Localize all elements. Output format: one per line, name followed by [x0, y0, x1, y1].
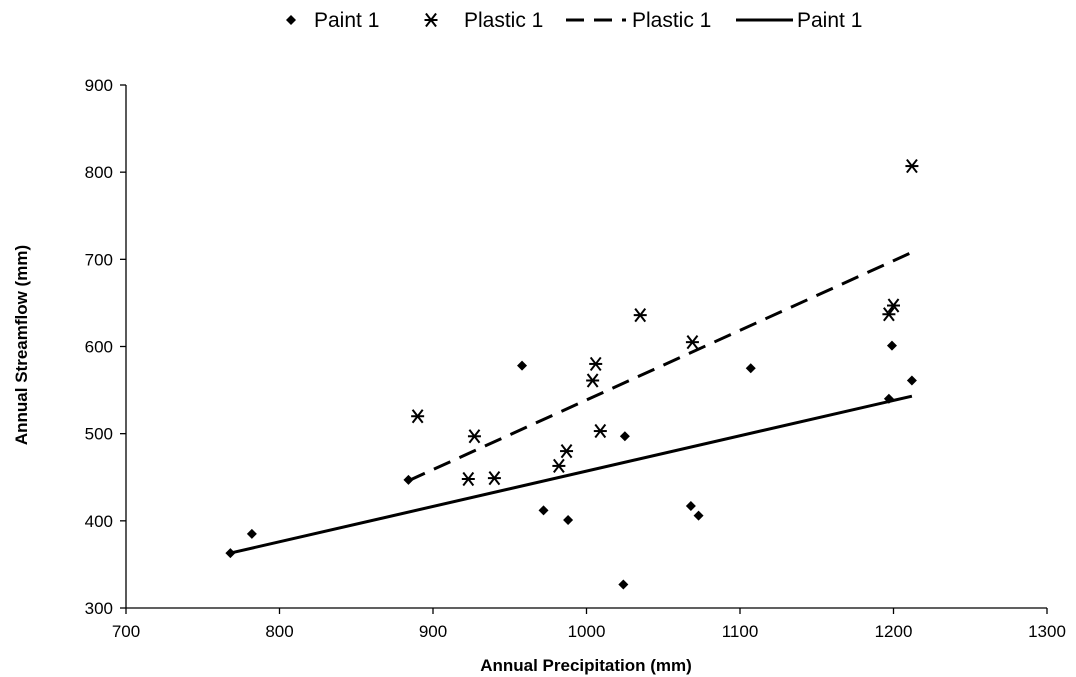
- plastic-point: [887, 298, 900, 313]
- paint-point: [883, 393, 894, 404]
- y-tick-label: 400: [85, 512, 113, 531]
- paint-point: [225, 548, 236, 559]
- plastic-point: [411, 409, 425, 424]
- x-tick-label: 700: [112, 622, 140, 641]
- plastic-point: [589, 356, 603, 372]
- plastic-point: [560, 443, 574, 459]
- y-tick-label: 600: [85, 338, 113, 357]
- y-tick-label: 500: [85, 425, 113, 444]
- plastic-point: [593, 423, 607, 439]
- paint-point: [246, 528, 257, 539]
- x-tick-label: 1100: [722, 622, 759, 641]
- plastic-point: [461, 471, 475, 487]
- plastic-point: [882, 307, 896, 322]
- y-axis-title: Annual Streamflow (mm): [12, 245, 31, 445]
- legend-marker-paint: [286, 15, 296, 25]
- paint-point: [538, 505, 549, 516]
- paint-point: [403, 474, 414, 485]
- x-tick-label: 1200: [875, 622, 913, 641]
- x-tick-label: 1300: [1028, 622, 1066, 641]
- x-tick-label: 800: [265, 622, 293, 641]
- paint-point: [619, 431, 630, 442]
- legend-label-plastic: Plastic 1: [464, 9, 543, 32]
- axes: 300 400 500 600 700 800 900 700 800 900 1000 1100 12…: [85, 76, 1066, 641]
- paint-point: [745, 363, 756, 374]
- paint-point: [906, 375, 917, 386]
- paint-point: [517, 360, 528, 371]
- legend-label-paint: Paint 1: [314, 9, 379, 32]
- plastic-point: [552, 458, 566, 474]
- plastic-point: [586, 373, 600, 388]
- plastic-point: [487, 471, 501, 486]
- y-tick-label: 300: [85, 599, 113, 618]
- paint-point: [685, 501, 696, 512]
- paint-trend-line: [230, 394, 913, 555]
- legend-label-plastic-line: Plastic 1: [632, 9, 711, 32]
- y-tick-label: 800: [85, 163, 113, 182]
- plastic-point: [685, 335, 699, 350]
- plastic-trend-line: [407, 250, 913, 483]
- trend-lines: [230, 250, 913, 555]
- plastic-point: [633, 308, 647, 323]
- y-tick-label: 900: [85, 76, 113, 95]
- legend-label-paint-line: Paint 1: [797, 9, 862, 32]
- legend: Paint 1 Plastic 1 Plastic 1 Paint 1: [286, 9, 862, 32]
- x-axis-title: Annual Precipitation (mm): [480, 656, 692, 675]
- paint-point: [886, 340, 897, 351]
- data-points: [225, 158, 919, 590]
- plastic-point: [905, 158, 919, 174]
- paint-point: [618, 579, 629, 590]
- paint-point: [693, 510, 704, 521]
- plastic-point: [467, 429, 481, 444]
- x-tick-label: 1000: [568, 622, 606, 641]
- legend-marker-plastic: [424, 12, 438, 28]
- paint-point: [563, 514, 574, 525]
- x-tick-label: 900: [419, 622, 447, 641]
- y-tick-label: 700: [85, 250, 113, 269]
